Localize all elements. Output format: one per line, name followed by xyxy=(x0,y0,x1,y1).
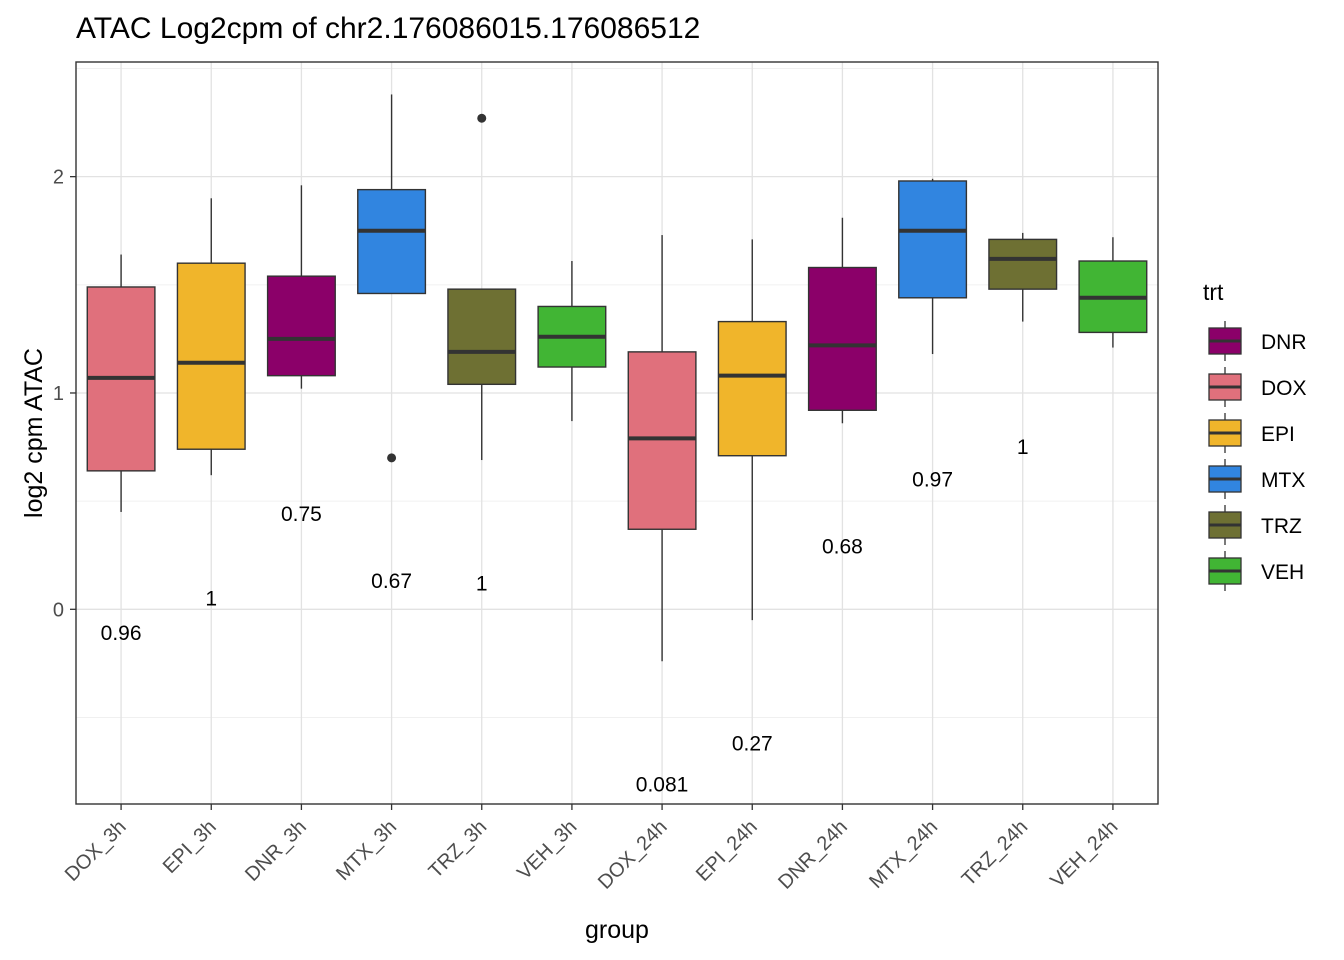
legend-label: DNR xyxy=(1261,331,1307,354)
box-VEH_3h xyxy=(537,261,607,422)
pvalue-label: 1 xyxy=(1017,436,1029,459)
pvalue-label: 0.97 xyxy=(912,469,953,492)
box-DNR_24h xyxy=(807,217,877,424)
y-axis: 0 1 2 xyxy=(53,167,76,621)
pvalue-label: 0.96 xyxy=(101,622,142,645)
box-body xyxy=(988,238,1058,290)
legend-label: EPI xyxy=(1261,423,1295,446)
box-MTX_3h xyxy=(357,94,427,463)
legend-item-dox: DOX xyxy=(1208,367,1307,407)
box-TRZ_3h xyxy=(447,113,517,461)
x-tick-label: VEH_24h xyxy=(1046,816,1122,892)
x-tick-label: MTX_3h xyxy=(332,816,401,885)
box-MTX_24h xyxy=(898,178,968,355)
x-axis: DOX_3h EPI_3h DNR_3h MTX_3h TRZ_3h VEH_3h DOX_… xyxy=(61,804,1122,894)
pvalue-labels: 0.96 1 0.75 0.67 1 0.081 0.27 0.68 0.97 1 xyxy=(101,436,1029,796)
legend: trt DNR DOX EPI MTX TRZ VEH xyxy=(1203,279,1307,591)
legend-label: VEH xyxy=(1261,561,1304,584)
x-tick-label: VEH_3h xyxy=(513,816,581,884)
box-body xyxy=(717,320,787,457)
legend-title: trt xyxy=(1203,279,1224,305)
box-TRZ_24h xyxy=(988,232,1058,322)
box-body xyxy=(627,351,697,530)
box-DOX_24h xyxy=(627,235,697,662)
x-tick-label: DNR_24h xyxy=(774,816,852,894)
pvalue-label: 0.68 xyxy=(822,536,863,559)
box-body xyxy=(176,262,246,450)
box-body xyxy=(266,275,336,377)
box-DNR_3h xyxy=(266,185,336,389)
legend-item-trz: TRZ xyxy=(1208,505,1302,545)
box-body xyxy=(447,288,517,386)
legend-item-dnr: DNR xyxy=(1208,321,1307,361)
box-series xyxy=(86,94,1148,662)
x-tick-label: EPI_3h xyxy=(159,816,221,878)
legend-label: TRZ xyxy=(1261,515,1302,538)
x-tick-label: EPI_24h xyxy=(692,816,762,886)
outlier-point xyxy=(477,113,487,123)
y-tick-label: 0 xyxy=(53,599,64,621)
x-tick-label: TRZ_24h xyxy=(958,816,1033,891)
pvalue-label: 0.081 xyxy=(636,774,689,797)
pvalue-label: 1 xyxy=(205,587,217,610)
outlier-point xyxy=(387,453,397,463)
box-EPI_3h xyxy=(176,198,246,476)
x-tick-label: MTX_24h xyxy=(865,816,942,893)
pvalue-label: 1 xyxy=(476,572,488,595)
x-tick-label: TRZ_3h xyxy=(425,816,492,883)
pvalue-label: 0.75 xyxy=(281,503,322,526)
legend-label: DOX xyxy=(1261,377,1307,400)
legend-item-epi: EPI xyxy=(1208,413,1295,453)
legend-item-veh: VEH xyxy=(1208,551,1304,591)
legend-item-mtx: MTX xyxy=(1208,459,1305,499)
x-tick-label: DOX_24h xyxy=(594,816,672,894)
box-body xyxy=(357,188,427,295)
box-EPI_24h xyxy=(717,239,787,621)
box-body xyxy=(807,266,877,411)
y-tick-label: 1 xyxy=(53,383,64,405)
chart-title: ATAC Log2cpm of chr2.176086015.176086512 xyxy=(76,12,701,45)
x-axis-label: group xyxy=(585,916,649,944)
box-VEH_24h xyxy=(1078,237,1148,348)
x-tick-label: DOX_3h xyxy=(61,816,131,886)
x-tick-label: DNR_3h xyxy=(241,816,311,886)
box-DOX_3h xyxy=(86,254,156,512)
y-axis-label: log2 cpm ATAC xyxy=(20,348,48,518)
box-body xyxy=(898,180,968,299)
pvalue-label: 0.67 xyxy=(371,570,412,593)
pvalue-label: 0.27 xyxy=(732,732,773,755)
panel-border xyxy=(75,61,1159,805)
y-tick-label: 2 xyxy=(53,167,64,189)
legend-label: MTX xyxy=(1261,469,1305,492)
